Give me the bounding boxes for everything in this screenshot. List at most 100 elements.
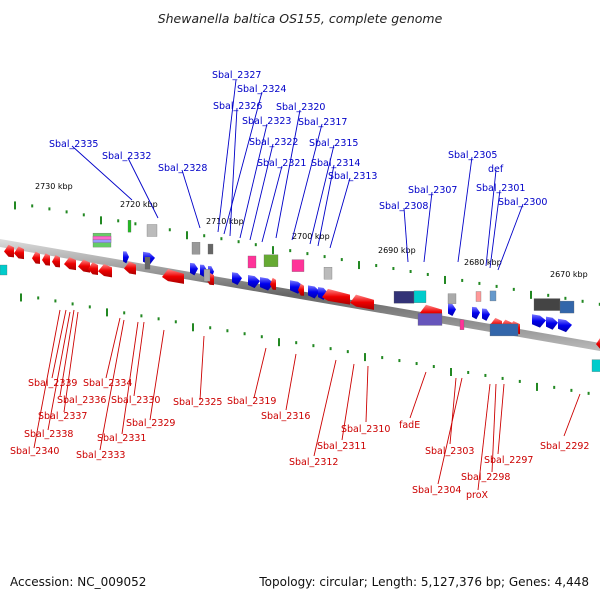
gene-features: [0, 220, 600, 372]
gene-label[interactable]: Sbal_2328: [158, 163, 207, 174]
tick-mark: [192, 323, 194, 332]
gene-label[interactable]: Sbal_2307: [408, 185, 457, 196]
tick-mark: [117, 219, 120, 223]
gene-label[interactable]: Sbal_2317: [298, 117, 347, 128]
gene-label[interactable]: Sbal_2340: [10, 446, 59, 457]
reverse-gene-arrow: [298, 283, 304, 296]
gene-label[interactable]: Sbal_2320: [276, 102, 325, 113]
gene-label[interactable]: Sbal_2304: [412, 485, 461, 496]
reverse-gene-arrow: [32, 251, 40, 264]
forward-gene-arrow: [448, 303, 456, 317]
gene-label[interactable]: Sbal_2300: [498, 197, 547, 208]
reverse-gene-arrow: [350, 294, 374, 310]
tick-mark: [484, 373, 487, 377]
reverse-gene-arrow: [88, 262, 98, 275]
tick-mark: [530, 290, 532, 299]
gene-label[interactable]: Sbal_2323: [242, 116, 291, 127]
gene-label[interactable]: Sbal_2292: [540, 441, 589, 452]
tick-mark: [381, 356, 384, 360]
gene-label[interactable]: Sbal_2329: [126, 418, 175, 429]
tick-mark: [323, 255, 326, 259]
scale-label: 2680 kbp: [464, 258, 502, 267]
annotation-block: [263, 254, 279, 267]
forward-gene-arrow: [532, 314, 546, 328]
gene-label[interactable]: Sbal_2326: [213, 101, 262, 112]
annotation-block: [591, 359, 600, 372]
reverse-gene-arrow: [64, 257, 76, 271]
gene-label[interactable]: Sbal_2325: [173, 397, 222, 408]
annotation-block: [144, 256, 151, 270]
gene-label[interactable]: proX: [466, 490, 489, 501]
gene-label[interactable]: Sbal_2314: [311, 158, 360, 169]
gene-label[interactable]: Sbal_2305: [448, 150, 497, 161]
tick-mark: [65, 210, 68, 214]
gene-label[interactable]: Sbal_2312: [289, 457, 338, 468]
gene-label[interactable]: Sbal_2316: [261, 411, 310, 422]
gene-label[interactable]: Sbal_2319: [227, 396, 276, 407]
tick-mark: [37, 296, 40, 300]
reverse-gene-arrow: [4, 244, 14, 258]
tick-mark: [547, 293, 550, 297]
tick-mark: [346, 350, 349, 354]
forward-gene-arrow: [232, 272, 242, 285]
tick-mark: [272, 246, 274, 255]
gene-label[interactable]: Sbal_2339: [28, 378, 77, 389]
forward-gene-arrow: [190, 262, 198, 276]
gene-label[interactable]: def: [488, 164, 504, 175]
page-title: Shewanella baltica OS155, complete genom…: [158, 11, 443, 26]
tick-mark: [398, 359, 401, 363]
gene-label[interactable]: Sbal_2333: [76, 450, 125, 461]
gene-label[interactable]: fadE: [399, 420, 420, 431]
gene-label[interactable]: Sbal_2334: [83, 378, 132, 389]
tick-mark: [88, 305, 91, 309]
tick-mark: [536, 382, 538, 391]
gene-label[interactable]: Sbal_2301: [476, 183, 525, 194]
tick-mark: [140, 314, 143, 318]
tick-mark: [157, 317, 160, 321]
tick-mark: [226, 329, 229, 333]
gene-label[interactable]: Sbal_2311: [317, 441, 366, 452]
gene-label[interactable]: Sbal_2310: [341, 424, 390, 435]
tick-mark: [364, 353, 366, 362]
reverse-gene-arrow: [78, 259, 90, 273]
forward-gene-arrow: [482, 308, 490, 321]
gene-label[interactable]: Sbal_2335: [49, 139, 98, 150]
forward-gene-arrow: [123, 251, 129, 264]
reverse-gene-arrow: [42, 253, 50, 266]
tick-track: [14, 201, 600, 395]
annotation-block: [559, 300, 575, 314]
gene-label[interactable]: Sbal_2315: [309, 138, 358, 149]
gene-label[interactable]: Sbal_2298: [461, 472, 510, 483]
annotation-block: [533, 298, 561, 311]
gene-label[interactable]: Sbal_2308: [379, 201, 428, 212]
gene-label[interactable]: Sbal_2313: [328, 171, 377, 182]
tick-mark: [174, 320, 177, 324]
gene-label[interactable]: Sbal_2321: [257, 158, 306, 169]
annotation-block: [475, 291, 482, 302]
tick-mark: [564, 296, 567, 300]
annotation-block: [489, 290, 497, 302]
annotation-block: [146, 224, 158, 237]
gene-label[interactable]: Sbal_2322: [249, 137, 298, 148]
gene-label[interactable]: Sbal_2324: [237, 84, 286, 95]
annotation-block: [127, 220, 132, 233]
tick-mark: [587, 391, 590, 395]
tick-mark: [278, 338, 280, 347]
scale-label: 2730 kbp: [35, 182, 73, 191]
gene-label[interactable]: Sbal_2297: [484, 455, 533, 466]
tick-mark: [48, 207, 51, 211]
scale-label: 2690 kbp: [378, 246, 416, 255]
tick-mark: [20, 293, 22, 302]
reverse-gene-arrow: [270, 277, 276, 290]
gene-label[interactable]: Sbal_2303: [425, 446, 474, 457]
tick-mark: [501, 376, 504, 380]
gene-label[interactable]: Sbal_2337: [38, 411, 87, 422]
gene-label[interactable]: Sbal_2327: [212, 70, 261, 81]
annotation-block: [191, 242, 201, 255]
gene-label[interactable]: Sbal_2336: [57, 395, 106, 406]
gene-label[interactable]: Sbal_2331: [97, 433, 146, 444]
gene-label[interactable]: Sbal_2338: [24, 429, 73, 440]
gene-label[interactable]: Sbal_2330: [111, 395, 160, 406]
gene-label[interactable]: Sbal_2332: [102, 151, 151, 162]
